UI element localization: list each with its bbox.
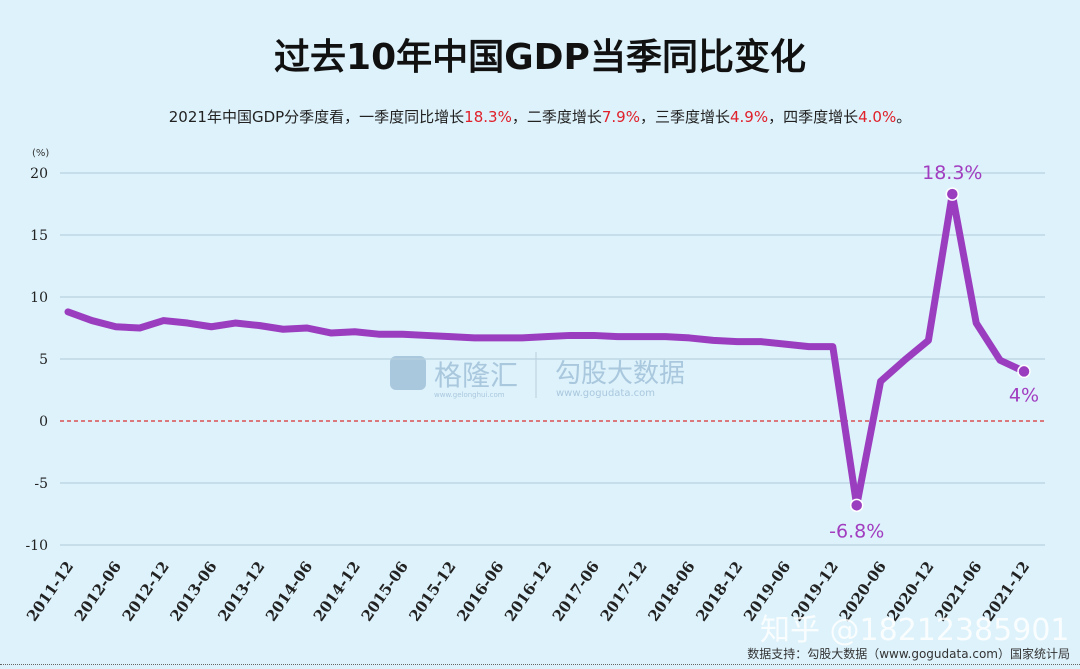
subtitle-mid3: ，四季度增长 xyxy=(768,108,859,126)
subtitle-q4: 4.0% xyxy=(858,108,897,126)
subtitle-prefix: 2021年中国GDP分季度看，一季度同比增长 xyxy=(168,108,465,126)
subtitle-mid1: ，二季度增长 xyxy=(511,108,602,126)
chart-title: 过去10年中国GDP当季同比变化 xyxy=(274,37,806,78)
y-tick-label: 20 xyxy=(30,166,48,182)
data-source: 数据支持：勾股大数据（www.gogudata.com）国家统计局 xyxy=(747,647,1070,661)
x-tick-label: 2014-12 xyxy=(310,558,364,625)
x-tick-label: 2018-06 xyxy=(644,558,698,625)
x-tick-label: 2012-12 xyxy=(119,558,173,625)
x-tick-label: 2014-06 xyxy=(262,558,316,625)
zhihu-watermark: 知乎 @18212385901 xyxy=(760,613,1070,648)
y-tick-label: 0 xyxy=(39,414,48,430)
gelonghui-logo-icon xyxy=(390,356,426,390)
y-axis-unit: (%) xyxy=(32,148,49,159)
subtitle-q3: 4.9% xyxy=(729,108,769,126)
chart-subtitle: 2021年中国GDP分季度看，一季度同比增长18.3%，二季度增长7.9%，三季… xyxy=(0,106,1080,127)
x-tick-label: 2011-12 xyxy=(23,558,77,625)
x-tick-label: 2012-06 xyxy=(71,558,125,625)
x-tick-label: 2017-12 xyxy=(597,558,651,625)
y-tick-label: 15 xyxy=(30,228,48,244)
watermark-logo2-sub: www.gogudata.com xyxy=(556,388,655,399)
y-tick-label: 10 xyxy=(30,290,48,306)
subtitle-mid2: ，三季度增长 xyxy=(639,108,730,126)
y-tick-label: -10 xyxy=(25,538,48,554)
footer-divider xyxy=(0,664,1080,665)
annotated-point xyxy=(1017,364,1031,379)
x-tick-label: 2013-12 xyxy=(214,558,268,625)
x-tick-label: 2015-12 xyxy=(405,558,459,625)
data-label: -6.8% xyxy=(829,520,884,542)
x-tick-label: 2016-06 xyxy=(453,558,507,625)
subtitle-suffix: 。 xyxy=(896,108,912,126)
y-tick-label: 5 xyxy=(39,352,48,368)
watermark-logo2: 勾股大数据 xyxy=(555,359,685,389)
x-tick-label: 2016-12 xyxy=(501,558,555,625)
annotated-point xyxy=(849,498,864,513)
x-tick-label: 2013-06 xyxy=(166,558,220,625)
data-label: 4% xyxy=(1009,384,1039,406)
data-label: 18.3% xyxy=(922,162,982,184)
watermark-logo1-sub: www.gelonghui.com xyxy=(434,391,505,399)
y-tick-label: -5 xyxy=(34,476,48,492)
subtitle-q2: 7.9% xyxy=(601,108,640,126)
x-tick-label: 2017-06 xyxy=(549,558,603,625)
x-tick-label: 2015-06 xyxy=(358,558,412,625)
watermark-logos: 格隆汇 www.gelonghui.com 勾股大数据 www.gogudata… xyxy=(390,352,685,399)
gdp-series-line xyxy=(64,190,1028,509)
watermark-logo1: 格隆汇 xyxy=(434,359,518,392)
x-tick-label: 2018-12 xyxy=(692,558,746,625)
subtitle-q1: 18.3% xyxy=(464,108,512,126)
annotated-point xyxy=(945,187,960,201)
